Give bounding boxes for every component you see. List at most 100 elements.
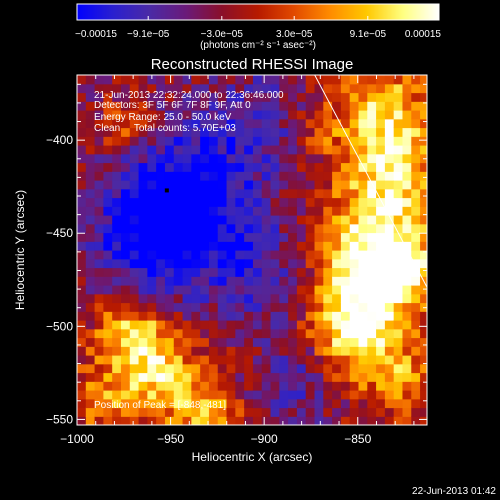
heatmap-cell (235, 337, 245, 347)
heatmap-cell (270, 110, 280, 120)
heatmap-cell (376, 285, 386, 295)
heatmap-cell (340, 153, 351, 164)
heatmap-cell (261, 346, 272, 356)
heatmap-cell (103, 337, 113, 347)
heatmap-cell (103, 171, 113, 181)
heatmap-cell (182, 398, 192, 409)
heatmap-cell (349, 171, 360, 181)
heatmap-cell (402, 285, 412, 295)
heatmap-cell (244, 127, 254, 137)
heatmap-cell (261, 136, 272, 146)
heatmap-cell (349, 75, 360, 85)
heatmap-cell (384, 206, 395, 216)
heatmap-cell (112, 276, 122, 286)
heatmap-cell (279, 328, 289, 339)
heatmap-cell (94, 416, 104, 425)
heatmap-cell (279, 363, 289, 374)
heatmap-cell (156, 320, 166, 330)
heatmap-cell (252, 153, 263, 164)
heatmap-cell (112, 127, 122, 137)
peak-marker (164, 188, 169, 193)
heatmap-cell (270, 276, 280, 286)
heatmap-cell (314, 197, 324, 207)
heatmap-cell (288, 320, 298, 330)
heatmap-cell (103, 83, 113, 94)
heatmap-cell (156, 215, 166, 225)
heatmap-cell (94, 311, 104, 321)
heatmap-cell (411, 215, 421, 225)
heatmap-cell (138, 407, 148, 417)
heatmap-cell (411, 136, 421, 146)
heatmap-cell (358, 267, 368, 277)
heatmap-cell (252, 215, 263, 225)
heatmap-cell (138, 162, 148, 172)
heatmap-cell (340, 390, 351, 400)
heatmap-cell (147, 250, 157, 260)
heatmap-cell (349, 390, 360, 400)
heatmap-cell (349, 337, 360, 347)
heatmap-cell (288, 276, 298, 286)
heatmap-cell (147, 171, 157, 181)
heatmap-cell (332, 75, 342, 85)
heatmap-cell (261, 372, 272, 382)
heatmap-cell (358, 355, 368, 365)
heatmap-cell (120, 83, 131, 94)
heatmap-cell (120, 293, 131, 304)
heatmap-cell (147, 267, 157, 277)
heatmap-cell (393, 153, 404, 164)
heatmap-cell (393, 346, 404, 356)
heatmap-cell (191, 118, 201, 129)
heatmap-cell (323, 372, 333, 382)
heatmap-cell (182, 206, 192, 216)
heatmap-cell (244, 232, 254, 242)
heatmap-cell (164, 355, 175, 365)
heatmap-cell (270, 127, 280, 137)
heatmap-cell (323, 232, 333, 242)
heatmap-cell (261, 92, 272, 102)
heatmap-cell (94, 267, 104, 277)
heatmap-cell (103, 180, 113, 190)
heatmap-cell (384, 241, 395, 251)
heatmap-cell (349, 250, 360, 260)
heatmap-cell (94, 398, 104, 409)
heatmap-cell (226, 188, 236, 199)
heatmap-cell (261, 110, 272, 120)
heatmap-cell (164, 197, 175, 207)
heatmap-cell (191, 276, 201, 286)
heatmap-cell (349, 293, 360, 304)
heatmap-cell (402, 337, 412, 347)
heatmap-cell (323, 416, 333, 425)
heatmap-cell (235, 162, 245, 172)
heatmap-cell (129, 416, 140, 425)
heatmap-cell (129, 92, 140, 102)
annotations: 21-Jun-2013 22:32:24.000 to 22:36:46.000… (94, 90, 284, 134)
heatmap-cell (367, 258, 377, 269)
heatmap-cell (147, 83, 157, 94)
heatmap-cell (164, 267, 175, 277)
heatmap-cell (332, 241, 342, 251)
heatmap-cell (332, 136, 342, 146)
heatmap-cell (173, 188, 184, 199)
heatmap-cell (420, 92, 427, 102)
heatmap-cell (191, 83, 201, 94)
heatmap-cell (173, 101, 184, 111)
heatmap-cell (235, 127, 245, 137)
heatmap-cell (217, 136, 228, 146)
heatmap-cell (112, 223, 122, 234)
heatmap-cell (77, 337, 87, 347)
heatmap-cell (226, 215, 236, 225)
heatmap-cell (191, 407, 201, 417)
heatmap-cell (120, 110, 131, 120)
heatmap-cell (323, 153, 333, 164)
heatmap-cell (156, 232, 166, 242)
heatmap-cell (252, 355, 263, 365)
heatmap-cell (85, 346, 96, 356)
heatmap-cell (340, 241, 351, 251)
heatmap-cell (182, 258, 192, 269)
heatmap-cell (226, 416, 236, 425)
heatmap-cell (349, 241, 360, 251)
heatmap-cell (103, 328, 113, 339)
heatmap-cell (288, 215, 298, 225)
heatmap-cell (226, 223, 236, 234)
y-tick-label: −500 (46, 319, 73, 333)
